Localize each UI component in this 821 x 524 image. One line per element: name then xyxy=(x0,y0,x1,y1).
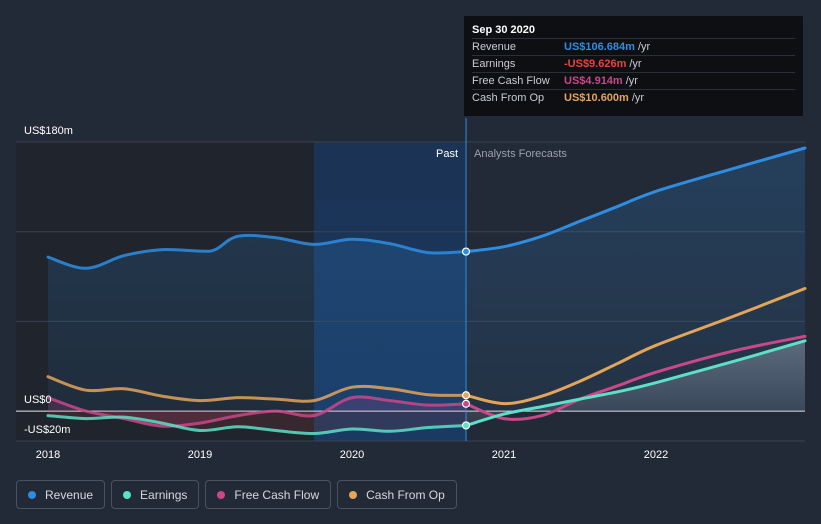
tooltip-row-earnings: Earnings -US$9.626m /yr xyxy=(472,55,795,72)
legend-item-earnings[interactable]: Earnings xyxy=(111,480,200,509)
tooltip-label: Free Cash Flow xyxy=(472,75,550,87)
forecast-label: Analysts Forecasts xyxy=(474,148,567,160)
earnings-line-forecast xyxy=(464,339,807,427)
revenue-line-forecast xyxy=(464,146,807,254)
legend-label: Cash From Op xyxy=(366,487,445,502)
tooltip-unit: /yr xyxy=(625,75,638,87)
forecast-earnings-area xyxy=(466,340,805,426)
tooltip-date: Sep 30 2020 xyxy=(472,24,535,36)
tooltip-row-free-cash-flow: Free Cash Flow US$4.914m /yr xyxy=(472,72,795,89)
legend-label: Free Cash Flow xyxy=(234,487,320,502)
past-label: Past xyxy=(436,148,458,160)
tooltip-unit: /yr xyxy=(631,92,645,104)
tooltip-unit: /yr xyxy=(637,41,651,53)
x-tick-label: 2022 xyxy=(644,449,668,461)
x-tick-label: 2019 xyxy=(188,449,212,461)
earnings-point xyxy=(461,421,471,430)
free-cash-flow-line-forecast xyxy=(464,334,807,421)
tooltip-label: Earnings xyxy=(472,58,516,70)
tooltip-label: Cash From Op xyxy=(472,92,545,104)
legend-item-free-cash-flow[interactable]: Free Cash Flow xyxy=(205,480,332,509)
tooltip-value: US$10.600m xyxy=(564,92,629,104)
cash-from-op-line-forecast xyxy=(464,287,807,406)
tooltip-unit: /yr xyxy=(629,58,642,70)
tooltip-value: -US$9.626m xyxy=(564,58,627,70)
cash-from-op-point xyxy=(461,391,471,400)
tooltip-value: US$4.914m xyxy=(564,75,623,87)
tooltip-row-cash-from-op: Cash From Op US$10.600m /yr xyxy=(472,89,795,106)
y-axis-label: US$0 xyxy=(24,394,52,406)
legend-dot-icon xyxy=(123,490,132,499)
legend-dot-icon xyxy=(349,490,358,499)
legend-item-cash-from-op[interactable]: Cash From Op xyxy=(337,480,457,509)
cash-from-op-line-past xyxy=(46,375,468,403)
tooltip-label: Revenue xyxy=(472,41,517,53)
x-tick-label: 2018 xyxy=(36,449,60,461)
free-cash-flow-point xyxy=(461,399,471,408)
legend-dot-icon xyxy=(28,490,36,499)
earnings-line-past xyxy=(46,414,468,436)
tooltip: Sep 30 2020 Revenue US$106.684m /yr Earn… xyxy=(464,16,803,116)
legend-item-revenue[interactable]: Revenue xyxy=(16,480,106,509)
tooltip-value: US$106.684m xyxy=(564,41,635,53)
x-tick-label: 2021 xyxy=(492,449,516,461)
legend-label: Earnings xyxy=(140,487,188,502)
legend-label: Revenue xyxy=(45,487,94,502)
y-axis-label: US$180m xyxy=(24,125,73,137)
revenue-line-past xyxy=(46,233,468,270)
revenue-area xyxy=(48,148,805,412)
tooltip-row-revenue: Revenue US$106.684m /yr xyxy=(472,38,795,55)
revenue-point xyxy=(461,247,471,256)
y-axis-label: -US$20m xyxy=(24,424,70,436)
legend-dot-icon xyxy=(217,490,226,499)
x-tick-label: 2020 xyxy=(340,449,364,461)
legend: Revenue Earnings Free Cash Flow Cash Fro… xyxy=(16,480,457,509)
